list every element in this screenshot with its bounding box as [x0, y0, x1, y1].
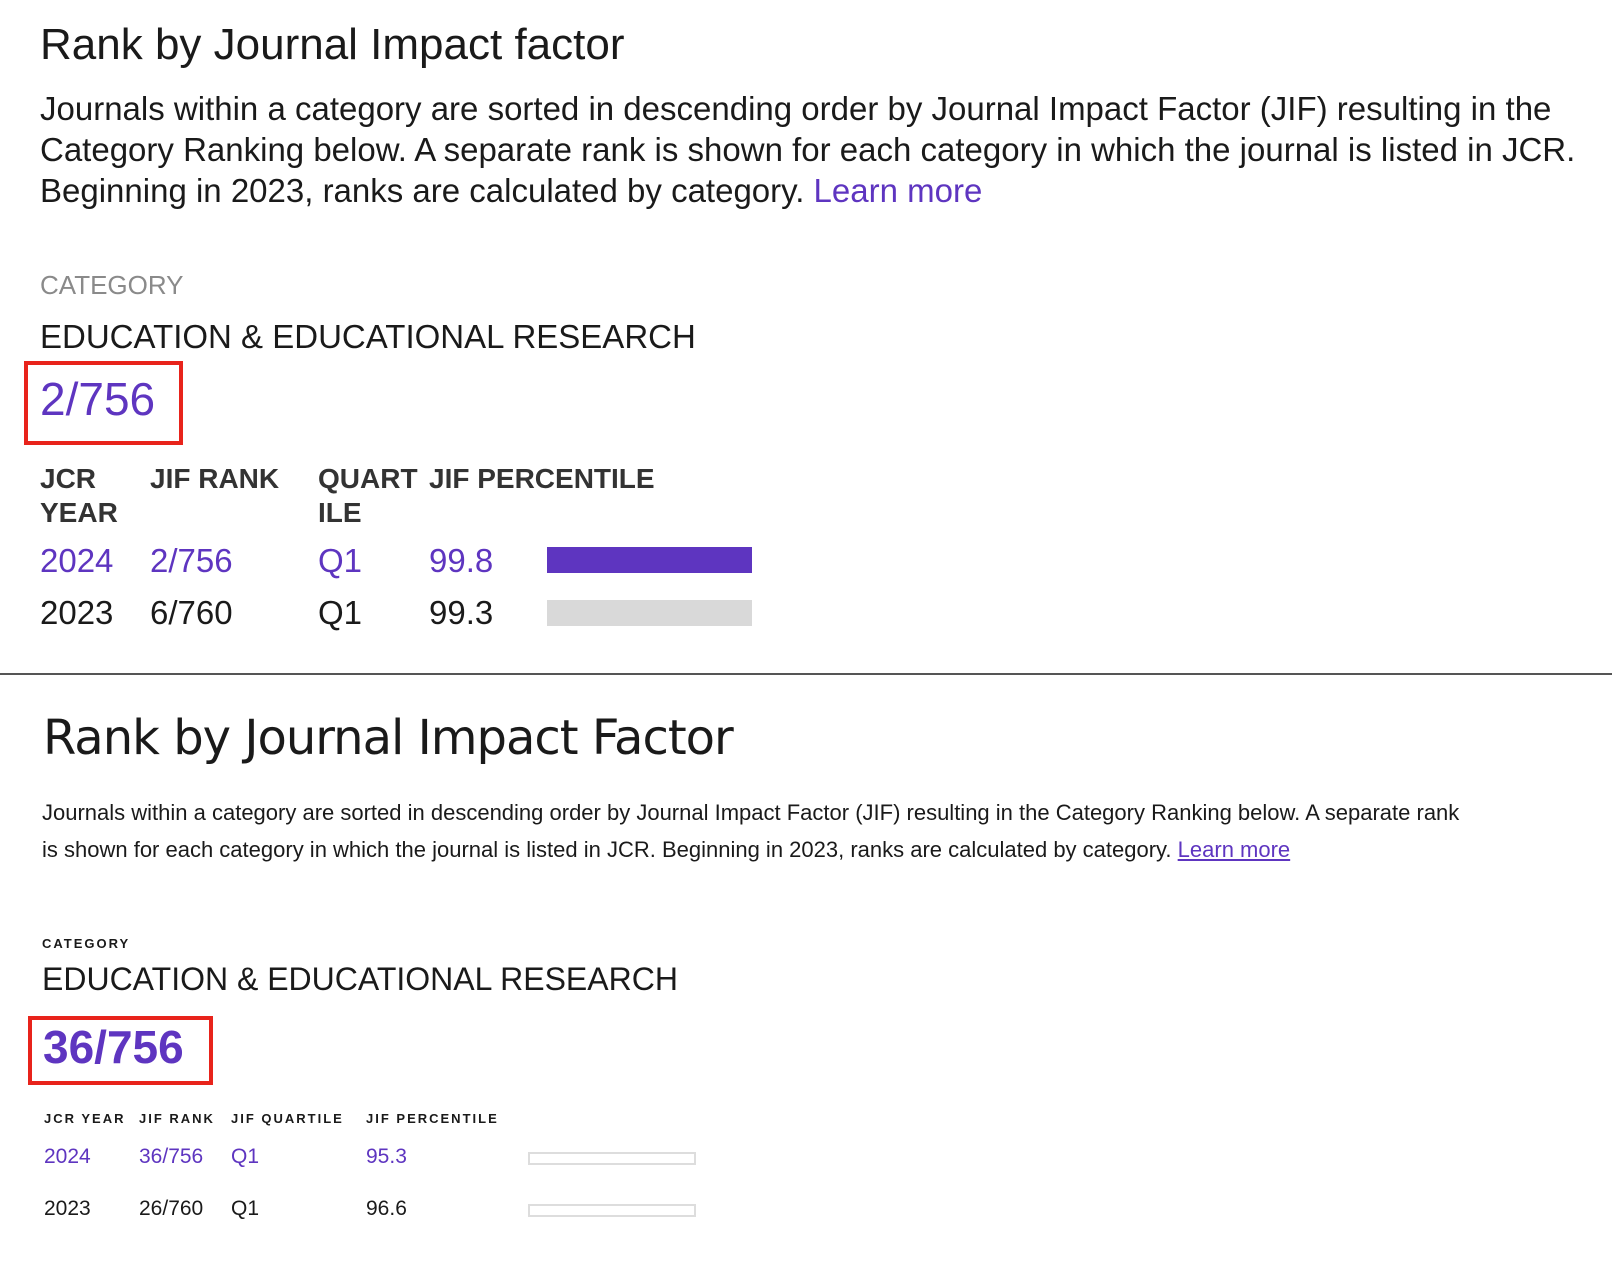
category-rank: 2/756	[40, 373, 156, 425]
quartile: Q1	[231, 1197, 260, 1220]
highlight-box	[24, 361, 183, 445]
learn-more-link[interactable]: Learn more	[813, 172, 983, 209]
jif-rank: 26/760	[139, 1197, 204, 1220]
quartile: Q1	[231, 1145, 260, 1168]
header-jcr-year: JCR YEAR	[40, 463, 118, 528]
percentile: 99.3	[429, 594, 494, 631]
description: Journals within a category are sorted in…	[40, 88, 1600, 211]
percentile: 99.8	[429, 542, 494, 579]
quartile: Q1	[318, 542, 363, 579]
learn-more-link[interactable]: Learn more	[1177, 836, 1291, 862]
category-name: EDUCATION & EDUCATIONAL RESEARCH	[42, 961, 678, 997]
quartile: Q1	[318, 594, 363, 631]
jcr-year[interactable]: 2023	[44, 1197, 91, 1220]
highlight-box	[28, 1016, 213, 1085]
percentile-bar	[547, 600, 752, 626]
header-jif-percentile: JIF PERCENTILE	[429, 463, 655, 494]
description-text: Journals within a category are sorted in…	[40, 90, 1576, 209]
header-quartile: QUARTILE	[318, 463, 418, 528]
category-label: CATEGORY	[40, 270, 184, 300]
jif-rank: 2/756	[150, 542, 233, 579]
description: Journals within a category are sorted in…	[42, 795, 1462, 868]
header-jif-rank: JIF RANK	[150, 463, 280, 494]
jcr-year[interactable]: 2024	[40, 542, 114, 579]
description-text: Journals within a category are sorted in…	[42, 800, 1460, 862]
percentile: 95.3	[366, 1145, 407, 1168]
percentile-bar	[528, 1204, 696, 1217]
category-rank: 36/756	[43, 1021, 184, 1073]
jif-rank: 36/756	[139, 1145, 204, 1168]
header-jcr-year: JCR YEAR	[44, 1111, 126, 1126]
percentile: 96.6	[366, 1197, 407, 1220]
percentile-bar-fill	[547, 547, 752, 573]
category-name: EDUCATION & EDUCATIONAL RESEARCH	[40, 318, 696, 355]
header-jif-quartile: JIF QUARTILE	[231, 1111, 344, 1126]
divider	[0, 673, 1612, 675]
percentile-bar	[528, 1152, 696, 1165]
category-label: CATEGORY	[42, 936, 131, 951]
section-title: Rank by Journal Impact factor	[40, 20, 625, 69]
jcr-year[interactable]: 2024	[44, 1145, 91, 1168]
section-title: Rank by Journal Impact Factor	[43, 710, 734, 766]
percentile-bar	[547, 547, 752, 573]
jif-rank: 6/760	[150, 594, 233, 631]
header-jif-rank: JIF RANK	[139, 1111, 215, 1126]
header-jif-percentile: JIF PERCENTILE	[366, 1111, 499, 1126]
jcr-year[interactable]: 2023	[40, 594, 114, 631]
